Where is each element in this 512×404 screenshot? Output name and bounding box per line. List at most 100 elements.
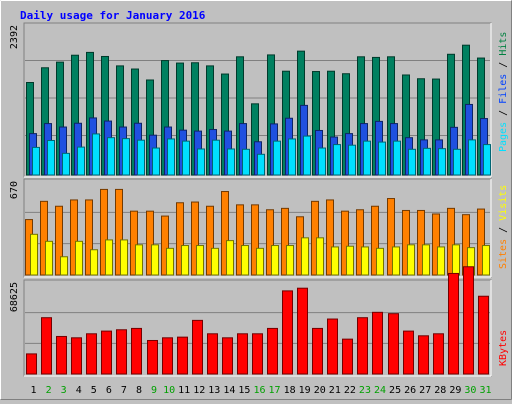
bar-kbytes-day-17 xyxy=(267,327,278,375)
x-tick-label-day-12: 12 xyxy=(193,385,205,396)
bar-sites-day-31 xyxy=(482,245,490,276)
series-label-kbytes: KBytes xyxy=(498,330,509,366)
bar-visits-day-13 xyxy=(206,205,214,276)
bar-kbytes-day-15 xyxy=(237,333,248,375)
bar-visits-day-27 xyxy=(417,209,425,276)
x-tick-label-day-11: 11 xyxy=(178,385,190,396)
x-tick-label-day-28: 28 xyxy=(434,385,446,396)
bar-kbytes-day-11 xyxy=(177,336,188,375)
x-tick-label-day-4: 4 xyxy=(76,385,82,396)
x-tick-label-day-30: 30 xyxy=(464,385,476,396)
bar-sites-day-29 xyxy=(452,244,460,276)
x-tick-label-day-21: 21 xyxy=(329,385,341,396)
bar-pages-day-30 xyxy=(468,139,476,176)
bar-sites-day-17 xyxy=(271,245,279,276)
bar-sites-day-7 xyxy=(120,239,128,276)
bar-pages-day-23 xyxy=(363,140,371,176)
x-axis-labels: 1 2 3 4 5 6 7 8 9 10 11 12 13 14 15 16 17 18 19 20 21 22 23 24 2… xyxy=(31,385,492,396)
x-tick-label-day-27: 27 xyxy=(419,385,431,396)
bar-visits-day-24 xyxy=(371,205,379,276)
bar-kbytes-day-6 xyxy=(101,330,112,375)
bar-sites-day-28 xyxy=(437,246,445,276)
bar-visits-day-11 xyxy=(176,202,184,276)
bar-sites-day-27 xyxy=(422,244,430,276)
bar-sites-day-10 xyxy=(166,247,174,276)
bar-sites-day-20 xyxy=(316,237,324,276)
bar-visits-day-5 xyxy=(85,199,93,276)
bar-sites-day-8 xyxy=(135,244,143,276)
series-label-sites: Sites xyxy=(498,239,509,269)
bar-visits-day-4 xyxy=(70,199,78,276)
bar-kbytes-day-3 xyxy=(56,335,67,375)
bar-kbytes-day-27 xyxy=(418,335,429,375)
bar-pages-day-9 xyxy=(152,147,160,176)
bar-sites-day-9 xyxy=(151,244,159,276)
bar-kbytes-day-31 xyxy=(478,295,489,375)
bar-sites-day-1 xyxy=(30,233,38,276)
x-tick-label-day-14: 14 xyxy=(223,385,235,396)
bar-visits-day-18 xyxy=(281,207,289,276)
panel-max-label: 68625 xyxy=(9,282,20,312)
x-tick-label-day-22: 22 xyxy=(344,385,356,396)
bar-visits-day-7 xyxy=(115,188,123,276)
bar-pages-day-17 xyxy=(273,140,281,176)
bar-kbytes-day-14 xyxy=(222,337,233,375)
bar-sites-day-22 xyxy=(346,245,354,276)
x-tick-label-day-26: 26 xyxy=(404,385,416,396)
bar-pages-day-13 xyxy=(212,139,220,176)
panel-kbytes: 68625 KBytes xyxy=(9,266,509,377)
bar-visits-day-15 xyxy=(236,204,244,276)
bar-pages-day-3 xyxy=(62,152,70,176)
bar-visits-day-26 xyxy=(402,209,410,276)
bar-sites-day-14 xyxy=(226,240,234,276)
bar-visits-day-6 xyxy=(100,188,108,276)
bar-pages-day-31 xyxy=(483,144,491,176)
chart-title: Daily usage for January 2016 xyxy=(20,9,206,22)
bar-pages-day-22 xyxy=(348,144,356,176)
x-tick-label-day-5: 5 xyxy=(91,385,97,396)
bar-pages-day-15 xyxy=(242,148,250,176)
bar-kbytes-day-20 xyxy=(312,327,323,375)
bar-sites-day-2 xyxy=(45,240,53,276)
x-tick-label-day-13: 13 xyxy=(208,385,220,396)
label-separator: / xyxy=(498,104,509,122)
bar-kbytes-day-19 xyxy=(297,287,308,375)
bar-visits-day-10 xyxy=(161,215,169,276)
bar-visits-day-23 xyxy=(356,209,364,276)
bar-kbytes-day-8 xyxy=(131,327,142,375)
x-tick-label-day-17: 17 xyxy=(269,385,281,396)
bar-visits-day-25 xyxy=(387,198,395,276)
bar-visits-day-8 xyxy=(130,210,138,276)
panel-series-label: Sites / Visits xyxy=(498,185,509,269)
x-tick-label-day-23: 23 xyxy=(359,385,371,396)
bar-kbytes-day-30 xyxy=(463,266,474,375)
bar-pages-day-26 xyxy=(408,148,416,176)
bar-visits-day-22 xyxy=(341,210,349,276)
bar-kbytes-day-26 xyxy=(403,330,414,375)
bar-pages-day-6 xyxy=(107,137,115,176)
bar-visits-day-2 xyxy=(40,200,48,276)
bar-pages-day-19 xyxy=(303,135,311,176)
bar-visits-day-21 xyxy=(326,199,334,276)
panel-series-label: KBytes xyxy=(498,330,509,366)
x-tick-label-day-10: 10 xyxy=(163,385,175,396)
bar-visits-day-17 xyxy=(266,209,274,276)
x-tick-label-day-2: 2 xyxy=(46,385,52,396)
bar-visits-day-31 xyxy=(477,208,485,276)
x-tick-label-day-1: 1 xyxy=(31,385,37,396)
bar-pages-day-1 xyxy=(32,146,40,176)
bar-kbytes-day-4 xyxy=(71,337,82,375)
bar-kbytes-day-23 xyxy=(357,317,368,375)
x-tick-label-day-3: 3 xyxy=(61,385,67,396)
panel-hits-files-pages: 2392 Pages / Files / Hits xyxy=(9,22,509,178)
bar-sites-day-16 xyxy=(256,247,264,276)
x-tick-label-day-18: 18 xyxy=(284,385,296,396)
bar-pages-day-28 xyxy=(438,148,446,176)
bar-kbytes-day-21 xyxy=(327,318,338,375)
x-tick-label-day-20: 20 xyxy=(314,385,326,396)
bar-pages-day-7 xyxy=(122,138,130,176)
x-tick-label-day-9: 9 xyxy=(151,385,157,396)
series-label-files: Files xyxy=(498,74,509,104)
bar-kbytes-day-10 xyxy=(162,337,173,375)
